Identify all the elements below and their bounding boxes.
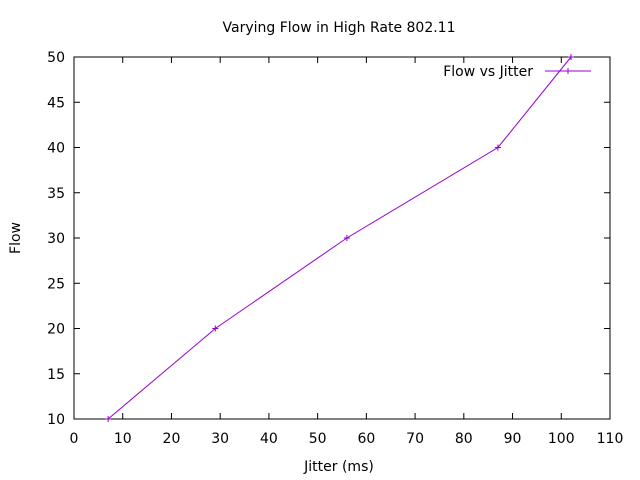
x-tick-label: 20 [163,431,181,447]
series-layer [105,54,575,422]
legend-label: Flow vs Jitter [443,64,533,80]
data-point [212,325,219,332]
x-tick-label: 110 [597,431,624,447]
y-tick-label: 25 [47,276,65,292]
plot-border [73,56,611,420]
data-point [105,416,112,422]
x-axis-label: Jitter (ms) [303,459,374,475]
x-tick-label: 80 [455,431,473,447]
x-tick-label: 30 [211,431,229,447]
y-tick-label: 40 [47,141,65,157]
legend: Flow vs Jitter [443,64,591,80]
y-tick-label: 15 [47,367,65,383]
x-axis: 0 10 20 30 40 50 60 70 80 90 100 110 [70,57,624,447]
legend-marker-plus [565,68,571,74]
series-line [107,56,572,420]
y-axis-label: Flow [8,222,24,254]
y-axis: 10 15 20 25 30 35 40 45 50 [47,50,610,428]
x-tick-label: 100 [548,431,575,447]
x-tick-label: 40 [260,431,278,447]
y-tick-label: 35 [47,186,65,202]
y-tick-label: 30 [47,231,65,247]
x-tick-label: 90 [504,431,522,447]
legend-marker [565,68,571,74]
y-tick-label: 20 [47,322,65,338]
x-tick-label: 0 [70,431,79,447]
y-tick-label: 50 [47,50,65,66]
data-point [494,144,501,151]
x-tick-label: 50 [309,431,327,447]
y-tick-label: 45 [47,95,65,111]
x-tick-label: 70 [406,431,424,447]
y-tick-label: 10 [47,412,65,428]
chart-title: Varying Flow in High Rate 802.11 [223,20,456,36]
x-tick-label: 10 [114,431,132,447]
data-point [568,54,575,60]
x-tick-label: 60 [357,431,375,447]
data-point [343,235,350,241]
